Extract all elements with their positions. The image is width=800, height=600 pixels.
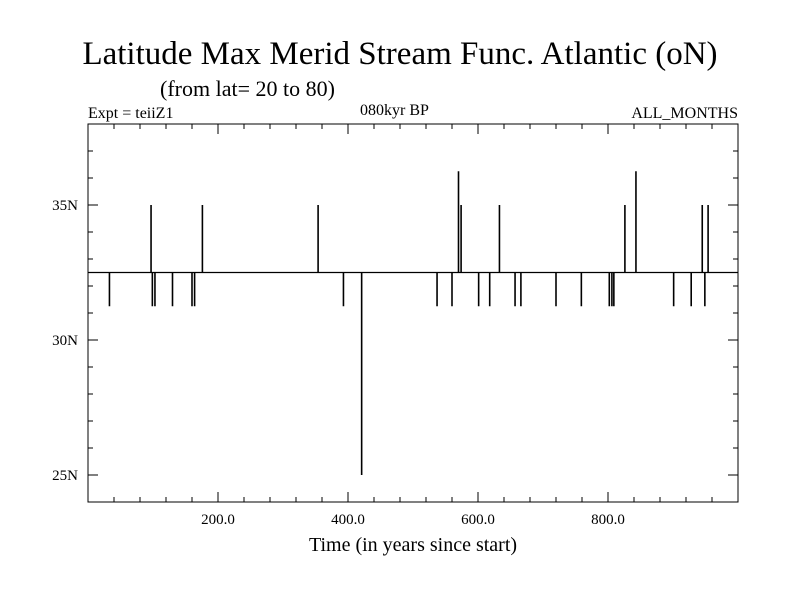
tick-layer: 200.0 400.0 600.0 800.0 25N 30N 35N	[52, 124, 738, 528]
x-tick-label: 200.0	[201, 512, 235, 528]
time-period-label: 080kyr BP	[360, 102, 429, 119]
x-tick-label: 800.0	[591, 512, 625, 528]
plot-frame	[87, 123, 739, 503]
chart-subtitle: (from lat= 20 to 80)	[160, 76, 335, 101]
x-axis-label: Time (in years since start)	[308, 534, 518, 556]
x-tick-label: 400.0	[331, 512, 365, 528]
experiment-label: Expt = teiiZ1	[88, 105, 174, 122]
x-tick-label: 600.0	[461, 512, 495, 528]
chart-title: Latitude Max Merid Stream Func. Atlantic…	[82, 36, 718, 72]
series-layer	[88, 171, 738, 475]
y-tick-label: 25N	[52, 468, 78, 484]
y-tick-label: 30N	[52, 333, 78, 349]
months-label: ALL_MONTHS	[631, 105, 738, 122]
y-tick-label: 35N	[52, 198, 78, 214]
